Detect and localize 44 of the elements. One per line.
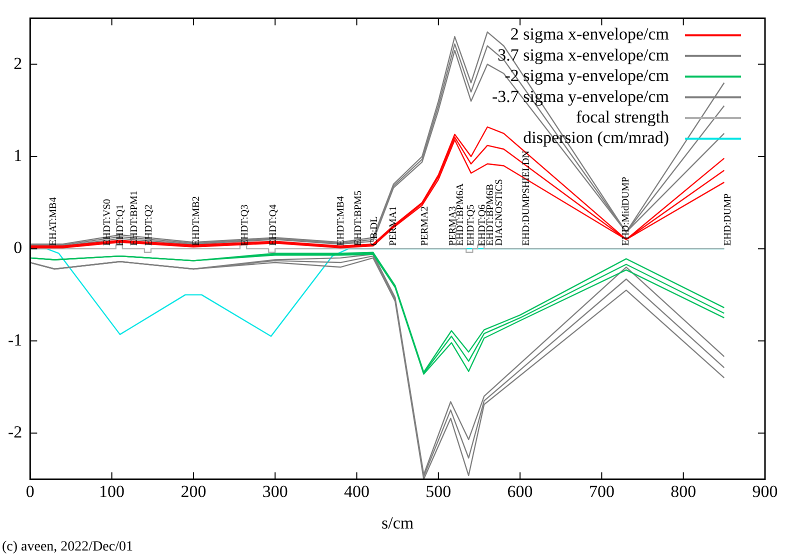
- annotation: EHD:DUMPSHIELDN: [520, 150, 532, 246]
- y-tick-label: -1: [8, 330, 22, 350]
- annotation: EHDT:BPM1: [129, 190, 140, 246]
- annotation: EHDT:Q3: [239, 204, 250, 246]
- annotation: EHDT:VS0: [102, 198, 114, 246]
- y-tick-label: 0: [14, 238, 22, 258]
- annotation: EHDT:Q2: [144, 204, 155, 246]
- annotation: EHD:DUMP: [722, 193, 734, 246]
- x-tick-label: 100: [99, 482, 125, 501]
- x-tick-label: 800: [670, 482, 696, 501]
- annotation: CB:DL: [369, 216, 380, 246]
- legend-label: dispersion (cm/mrad): [523, 128, 669, 148]
- annotation: EHD:MidDUMP: [620, 176, 632, 246]
- annotation: EHDT:Q1: [115, 204, 126, 246]
- x-tick-label: 0: [26, 482, 34, 501]
- annotation: EHDT:Q4: [268, 204, 279, 246]
- y-tick-label: 1: [14, 146, 22, 165]
- legend-label: 3.7 sigma x-envelope/cm: [498, 45, 669, 64]
- legend-label: -2 sigma y-envelope/cm: [504, 66, 669, 86]
- x-tick-label: 200: [180, 482, 206, 501]
- annotation: EHDT:BPM6A: [454, 182, 466, 246]
- annotation: EHDT:Q5: [465, 204, 476, 246]
- annotation: EHAT:MB4: [48, 197, 60, 246]
- annotation: EHDT:BPM6B: [485, 184, 496, 246]
- x-tick-label: 400: [344, 482, 370, 501]
- annotation: EHDT:BPM5: [352, 190, 364, 246]
- annotation: PERMA2: [420, 206, 431, 246]
- x-axis-title: s/cm: [382, 513, 414, 532]
- annotation: EHDT:MB4: [336, 196, 347, 246]
- x-tick-label: 600: [507, 482, 533, 501]
- x-tick-label: 900: [752, 482, 778, 501]
- legend-label: focal strength: [576, 107, 670, 126]
- x-tick-label: 300: [262, 482, 288, 501]
- y-tick-label: -2: [8, 422, 22, 442]
- annotation: PERMA1: [388, 206, 399, 246]
- legend-label: 2 sigma x-envelope/cm: [510, 24, 669, 44]
- annotation: DIAGNOSTICS: [494, 179, 506, 246]
- text: (c) aveen, 2022/Dec/01: [2, 540, 133, 555]
- annotation: EHDT:MB2: [191, 196, 202, 246]
- legend-label: -3.7 sigma y-envelope/cm: [492, 86, 669, 106]
- x-tick-label: 700: [588, 482, 614, 501]
- annotation: EHDT:Q6: [476, 204, 488, 246]
- y-tick-label: 2: [14, 54, 22, 73]
- x-tick-label: 500: [426, 482, 452, 501]
